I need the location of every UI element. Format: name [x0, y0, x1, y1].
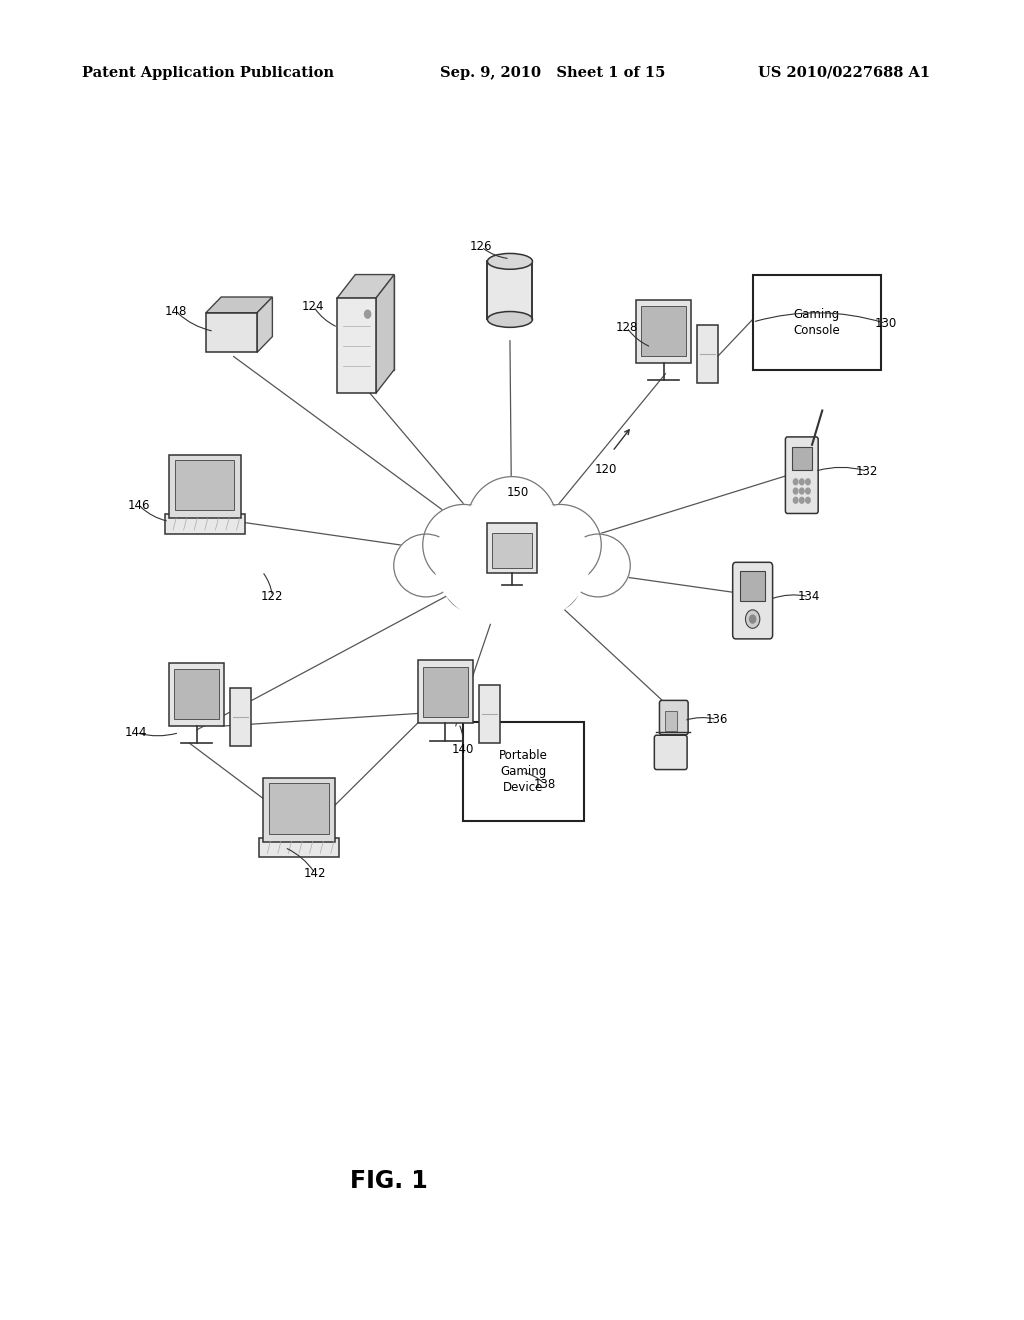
Ellipse shape [519, 504, 601, 585]
Circle shape [365, 310, 371, 318]
Ellipse shape [442, 503, 582, 619]
FancyBboxPatch shape [169, 663, 224, 726]
Ellipse shape [434, 496, 590, 626]
Text: 128: 128 [615, 321, 638, 334]
Text: Sep. 9, 2010   Sheet 1 of 15: Sep. 9, 2010 Sheet 1 of 15 [440, 66, 666, 79]
Circle shape [806, 479, 810, 484]
FancyBboxPatch shape [175, 461, 234, 511]
FancyBboxPatch shape [169, 454, 241, 519]
FancyBboxPatch shape [492, 533, 532, 568]
Text: FIG. 1: FIG. 1 [350, 1170, 428, 1193]
Text: 136: 136 [706, 713, 728, 726]
FancyBboxPatch shape [641, 306, 686, 356]
FancyBboxPatch shape [263, 777, 335, 842]
FancyBboxPatch shape [269, 784, 329, 834]
FancyBboxPatch shape [479, 685, 500, 743]
FancyBboxPatch shape [792, 447, 812, 470]
Bar [487, 261, 532, 319]
Ellipse shape [467, 477, 557, 570]
Text: 126: 126 [470, 240, 493, 253]
FancyBboxPatch shape [785, 437, 818, 513]
Circle shape [794, 479, 798, 484]
FancyBboxPatch shape [733, 562, 773, 639]
FancyBboxPatch shape [174, 669, 219, 719]
FancyBboxPatch shape [463, 722, 584, 821]
FancyBboxPatch shape [636, 300, 691, 363]
Text: 146: 146 [128, 499, 151, 512]
Text: 122: 122 [261, 590, 284, 603]
FancyBboxPatch shape [665, 710, 677, 731]
Circle shape [806, 498, 810, 503]
Polygon shape [337, 275, 394, 298]
Circle shape [794, 488, 798, 494]
Circle shape [800, 479, 804, 484]
Ellipse shape [487, 253, 532, 269]
FancyBboxPatch shape [739, 572, 766, 601]
Text: 134: 134 [798, 590, 820, 603]
Circle shape [750, 615, 756, 623]
FancyBboxPatch shape [206, 313, 257, 352]
FancyBboxPatch shape [487, 523, 537, 573]
Circle shape [794, 498, 798, 503]
Polygon shape [257, 297, 272, 352]
Ellipse shape [393, 535, 459, 597]
Polygon shape [206, 297, 272, 313]
Ellipse shape [498, 557, 580, 615]
Text: Patent Application Publication: Patent Application Publication [82, 66, 334, 79]
Circle shape [800, 498, 804, 503]
FancyBboxPatch shape [418, 660, 473, 723]
FancyBboxPatch shape [165, 513, 245, 533]
Circle shape [745, 610, 760, 628]
Text: 138: 138 [534, 777, 556, 791]
Text: 124: 124 [302, 300, 325, 313]
Text: 120: 120 [595, 463, 617, 477]
Circle shape [806, 488, 810, 494]
Text: 142: 142 [304, 867, 327, 880]
Text: Gaming
Console: Gaming Console [794, 308, 840, 337]
FancyBboxPatch shape [697, 325, 718, 383]
Text: 150: 150 [507, 486, 529, 499]
Text: 130: 130 [874, 317, 897, 330]
Text: 144: 144 [125, 726, 147, 739]
Ellipse shape [423, 504, 505, 585]
Circle shape [800, 488, 804, 494]
Text: 148: 148 [165, 305, 187, 318]
FancyBboxPatch shape [337, 298, 376, 393]
Text: 140: 140 [452, 743, 474, 756]
Polygon shape [355, 275, 394, 370]
FancyBboxPatch shape [753, 275, 881, 370]
Text: US 2010/0227688 A1: US 2010/0227688 A1 [758, 66, 930, 79]
Ellipse shape [487, 312, 532, 327]
Ellipse shape [565, 535, 630, 597]
FancyBboxPatch shape [230, 688, 251, 746]
FancyBboxPatch shape [423, 667, 468, 717]
FancyBboxPatch shape [659, 701, 688, 735]
Polygon shape [376, 275, 394, 393]
FancyBboxPatch shape [259, 838, 339, 858]
Text: Portable
Gaming
Device: Portable Gaming Device [499, 748, 548, 795]
Ellipse shape [444, 557, 526, 615]
FancyBboxPatch shape [654, 735, 687, 770]
Text: 132: 132 [856, 465, 879, 478]
